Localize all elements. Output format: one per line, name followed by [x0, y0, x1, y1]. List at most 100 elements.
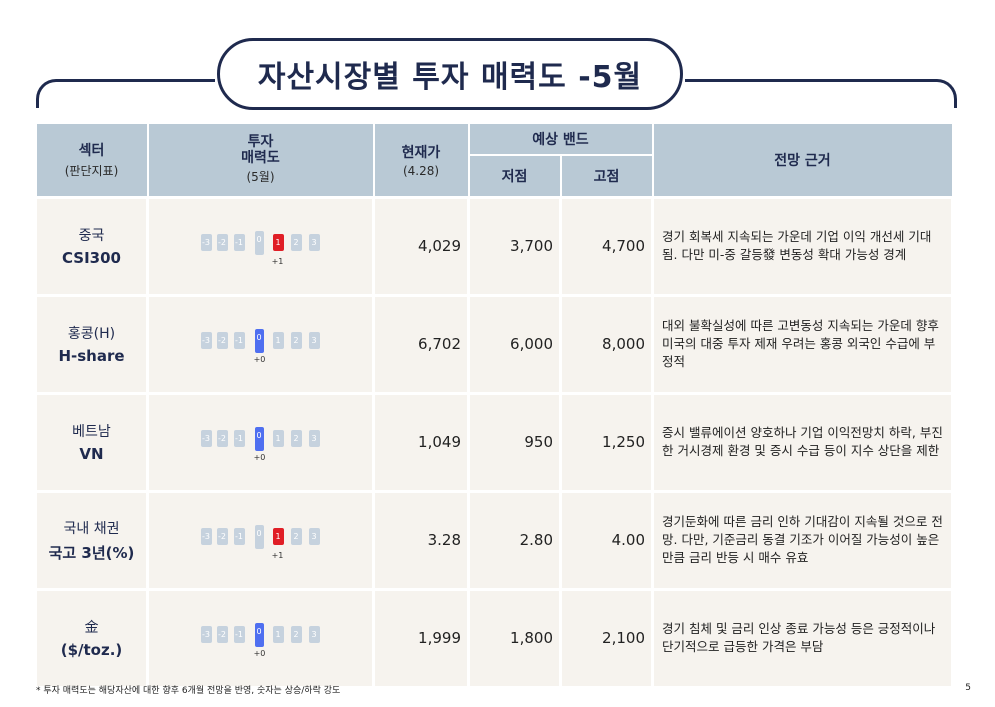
asset-indicator: VN: [79, 445, 104, 463]
high-value: 1,250: [559, 391, 654, 493]
low-value: 6,000: [467, 293, 562, 395]
high-value: 8,000: [559, 293, 654, 395]
asset-attractiveness-table: 섹터 (판단지표) 투자 매력도 (5월) 현재가 (4.28) 예상 밴드 전…: [34, 122, 954, 689]
score-label: +0: [253, 649, 266, 658]
header-sector: 섹터 (판단지표): [34, 122, 149, 198]
scale-box: 2: [290, 528, 302, 545]
header-band: 예상 밴드: [467, 122, 654, 156]
price-value: 6,702: [372, 293, 470, 395]
basis-text: 경기 침체 및 금리 인상 종료 가능성 등은 긍정적이나 단기적으로 급등한 …: [651, 587, 954, 689]
header-price: 현재가 (4.28): [372, 122, 470, 198]
price-value: 4,029: [372, 195, 470, 297]
header-attractiveness: 투자 매력도 (5월): [146, 122, 375, 198]
scale-box: -3: [200, 528, 212, 545]
asset-indicator: 국고 3년(%): [48, 543, 135, 562]
table-row: 베트남 VN -3 -2 -1 0 1 2 3 +0 1,049 950 1,250 증시 밸류에이션 양…: [34, 391, 954, 493]
score-label: +1: [271, 257, 284, 266]
attractiveness-scale: -3 -2 -1 0 1 2 3 +1: [200, 226, 321, 266]
table-row: 국내 채권 국고 3년(%) -3 -2 -1 0 1 2 3 +1 3.28 2.80 4.00 경기둔…: [34, 489, 954, 591]
low-value: 2.80: [467, 489, 562, 591]
asset-name: 홍콩(H): [67, 326, 116, 342]
basis-text: 경기둔화에 따른 금리 인하 기대감이 지속될 것으로 전망. 다만, 기준금리…: [651, 489, 954, 591]
page-number: 5: [965, 683, 971, 693]
basis-text: 대외 불확실성에 따른 고변동성 지속되는 가운데 향후 미국의 대중 투자 제…: [651, 293, 954, 395]
scale-box: -2: [216, 430, 228, 447]
scale-box: 1: [272, 430, 284, 447]
attractiveness-cell: -3 -2 -1 0 1 2 3 +1: [146, 195, 375, 297]
scale-box: -2: [216, 234, 228, 251]
asset-name: 金: [84, 620, 99, 636]
scale-box: 3: [308, 234, 320, 251]
scale-box: 0: [254, 623, 264, 647]
header-high: 고점: [559, 154, 654, 198]
basis-text: 경기 회복세 지속되는 가운데 기업 이익 개선세 기대됨. 다만 미-중 갈등…: [651, 195, 954, 297]
asset-cell: 홍콩(H) H-share: [34, 293, 149, 395]
scale-box: 0: [254, 427, 264, 451]
price-value: 1,049: [372, 391, 470, 493]
low-value: 950: [467, 391, 562, 493]
scale-box: -2: [216, 332, 228, 349]
basis-text: 증시 밸류에이션 양호하나 기업 이익전망치 하락, 부진한 거시경제 환경 및…: [651, 391, 954, 493]
table-row: 金 ($/toz.) -3 -2 -1 0 1 2 3 +0 1,999 1,800 2,100 경기 침…: [34, 587, 954, 689]
asset-name: 국내 채권: [63, 520, 120, 537]
attractiveness-cell: -3 -2 -1 0 1 2 3 +0: [146, 587, 375, 689]
header-low: 저점: [467, 154, 562, 198]
scale-box: -1: [233, 528, 245, 545]
low-value: 3,700: [467, 195, 562, 297]
scale-box: 3: [308, 528, 320, 545]
asset-indicator: H-share: [58, 347, 125, 365]
low-value: 1,800: [467, 587, 562, 689]
footnote: * 투자 매력도는 해당자산에 대한 향후 6개월 전망을 반영, 숫자는 상승…: [36, 686, 341, 696]
scale-box: 3: [308, 332, 320, 349]
high-value: 4,700: [559, 195, 654, 297]
asset-cell: 베트남 VN: [34, 391, 149, 493]
header-price-sub: (4.28): [402, 163, 440, 178]
scale-box: -3: [200, 626, 212, 643]
high-value: 2,100: [559, 587, 654, 689]
price-value: 3.28: [372, 489, 470, 591]
asset-indicator: CSI300: [62, 249, 121, 267]
scale-box: 1: [272, 332, 284, 349]
scale-box: 2: [290, 234, 302, 251]
scale-box: 1: [272, 528, 284, 545]
header-basis: 전망 근거: [651, 122, 954, 198]
price-value: 1,999: [372, 587, 470, 689]
asset-cell: 중국 CSI300: [34, 195, 149, 297]
scale-box: 1: [272, 234, 284, 251]
score-label: +0: [253, 453, 266, 462]
table-row: 홍콩(H) H-share -3 -2 -1 0 1 2 3 +0 6,702 6,000 8,000 대…: [34, 293, 954, 395]
attractiveness-scale: -3 -2 -1 0 1 2 3 +0: [200, 618, 321, 658]
scale-box: -3: [200, 332, 212, 349]
scale-box: 3: [308, 430, 320, 447]
scale-box: -1: [233, 332, 245, 349]
scale-box: -3: [200, 234, 212, 251]
asset-cell: 金 ($/toz.): [34, 587, 149, 689]
attractiveness-cell: -3 -2 -1 0 1 2 3 +0: [146, 391, 375, 493]
table-row: 중국 CSI300 -3 -2 -1 0 1 2 3 +1 4,029 3,700 4,700 경기 회복…: [34, 195, 954, 297]
attractiveness-scale: -3 -2 -1 0 1 2 3 +0: [200, 324, 321, 364]
header-sector-sub: (판단지표): [64, 164, 119, 179]
attractiveness-scale: -3 -2 -1 0 1 2 3 +0: [200, 422, 321, 462]
attractiveness-cell: -3 -2 -1 0 1 2 3 +1: [146, 489, 375, 591]
scale-box: 0: [254, 329, 264, 353]
scale-box: 0: [254, 231, 264, 255]
scale-box: 2: [290, 626, 302, 643]
scale-box: -2: [216, 528, 228, 545]
scale-box: -1: [233, 626, 245, 643]
title-banner: 자산시장별 투자 매력도 -5월: [217, 38, 683, 110]
attractiveness-cell: -3 -2 -1 0 1 2 3 +0: [146, 293, 375, 395]
score-label: +0: [253, 355, 266, 364]
scale-box: 3: [308, 626, 320, 643]
attractiveness-scale: -3 -2 -1 0 1 2 3 +1: [200, 520, 321, 560]
scale-box: -1: [233, 234, 245, 251]
page-title: 자산시장별 투자 매력도 -5월: [257, 60, 643, 95]
header-attractiveness-sub: (5월): [246, 170, 275, 185]
asset-name: 베트남: [72, 424, 111, 440]
asset-name: 중국: [78, 228, 105, 244]
score-label: +1: [271, 551, 284, 560]
scale-box: 1: [272, 626, 284, 643]
scale-box: -3: [200, 430, 212, 447]
scale-box: 2: [290, 332, 302, 349]
scale-box: -2: [216, 626, 228, 643]
